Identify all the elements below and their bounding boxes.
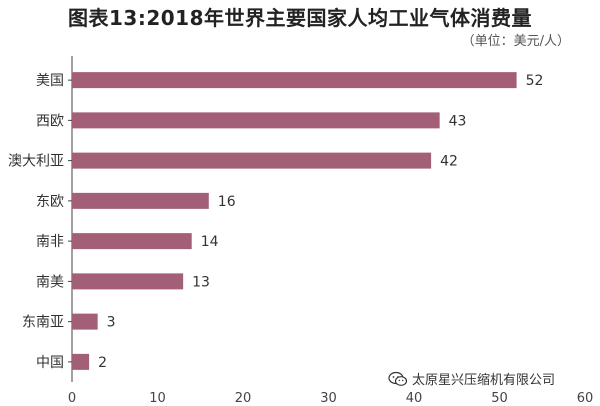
category-label: 南非	[36, 234, 64, 250]
chart-title: 图表13:2018年世界主要国家人均工业气体消费量	[68, 6, 532, 30]
category-label: 中国	[36, 355, 64, 371]
bar	[72, 313, 98, 330]
bar	[72, 72, 517, 89]
wechat-icon	[388, 371, 408, 386]
value-label: 43	[449, 113, 467, 129]
x-tick-label: 60	[577, 391, 594, 406]
bar	[72, 233, 192, 250]
category-label: 澳大利亚	[8, 154, 64, 170]
category-label: 东欧	[36, 194, 64, 210]
value-label: 2	[98, 355, 107, 371]
x-tick-label: 30	[320, 391, 337, 406]
category-label: 东南亚	[22, 315, 64, 331]
category-label: 西欧	[36, 113, 64, 129]
x-tick-label: 40	[406, 391, 423, 406]
x-tick-label: 10	[149, 391, 166, 406]
bar	[72, 192, 209, 209]
bar	[72, 152, 432, 169]
value-label: 52	[526, 73, 544, 89]
value-label: 13	[192, 274, 210, 290]
watermark-text: 太原星兴压缩机有限公司	[412, 373, 556, 388]
value-label: 16	[218, 194, 236, 210]
value-label: 3	[107, 315, 116, 331]
watermark: 太原星兴压缩机有限公司	[386, 369, 558, 388]
value-label: 42	[440, 154, 458, 170]
bar	[72, 273, 184, 290]
x-tick-label: 20	[235, 391, 252, 406]
value-label: 14	[201, 234, 219, 250]
bar	[72, 353, 90, 370]
category-label: 美国	[36, 73, 64, 89]
category-label: 南美	[36, 274, 64, 290]
unit-label: （单位：美元/人）	[461, 34, 570, 49]
x-tick-label: 50	[491, 391, 508, 406]
bar	[72, 112, 440, 129]
x-tick-label: 0	[68, 391, 76, 406]
